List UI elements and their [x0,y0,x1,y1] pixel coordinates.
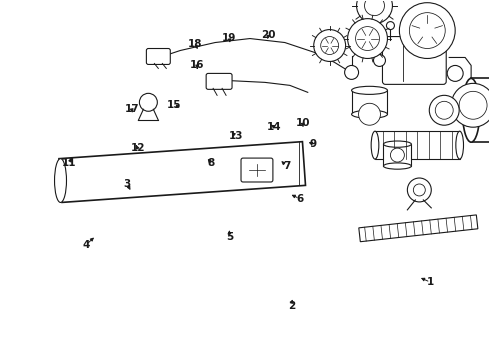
FancyBboxPatch shape [383,37,446,84]
Ellipse shape [384,141,412,147]
Text: 13: 13 [229,131,244,141]
Circle shape [373,54,386,67]
FancyBboxPatch shape [241,158,273,182]
Circle shape [356,27,379,50]
Text: 5: 5 [226,232,233,242]
Ellipse shape [384,163,412,169]
Text: 2: 2 [288,301,295,311]
Circle shape [407,178,431,202]
Bar [471,78,490,142]
Text: 9: 9 [310,139,317,149]
Text: 8: 8 [207,158,215,168]
FancyBboxPatch shape [147,49,171,64]
Bar [352,90,388,114]
Circle shape [391,148,404,162]
Text: 15: 15 [167,100,181,111]
Circle shape [344,66,359,80]
Polygon shape [59,141,305,202]
Text: 12: 12 [130,143,145,153]
Text: 17: 17 [124,104,139,114]
Ellipse shape [54,159,67,202]
Polygon shape [359,215,478,242]
Bar [384,144,412,166]
Text: 19: 19 [222,33,237,43]
Text: 1: 1 [427,277,434,287]
Text: 18: 18 [188,40,202,49]
Ellipse shape [352,110,388,118]
Ellipse shape [456,131,464,159]
Circle shape [459,91,487,119]
Circle shape [435,101,453,119]
Text: 7: 7 [283,161,290,171]
Text: 11: 11 [62,158,76,168]
Ellipse shape [352,86,388,94]
Text: 10: 10 [295,118,310,128]
Ellipse shape [463,78,480,142]
Text: 6: 6 [296,194,303,204]
Circle shape [399,3,455,58]
Ellipse shape [371,131,379,159]
Circle shape [409,13,445,49]
Circle shape [447,66,463,81]
Bar [375,131,460,159]
Circle shape [347,19,388,58]
Text: 16: 16 [190,60,204,70]
Circle shape [357,0,392,24]
Circle shape [365,0,385,15]
Text: 4: 4 [83,239,90,249]
Circle shape [314,30,345,62]
Circle shape [140,93,157,111]
Circle shape [359,103,380,125]
Circle shape [387,22,394,30]
Circle shape [321,37,339,54]
Circle shape [414,184,425,196]
Text: 3: 3 [123,179,130,189]
FancyBboxPatch shape [206,73,232,89]
Circle shape [451,84,490,127]
Text: 20: 20 [261,30,276,40]
Text: 14: 14 [267,122,282,132]
Circle shape [429,95,459,125]
